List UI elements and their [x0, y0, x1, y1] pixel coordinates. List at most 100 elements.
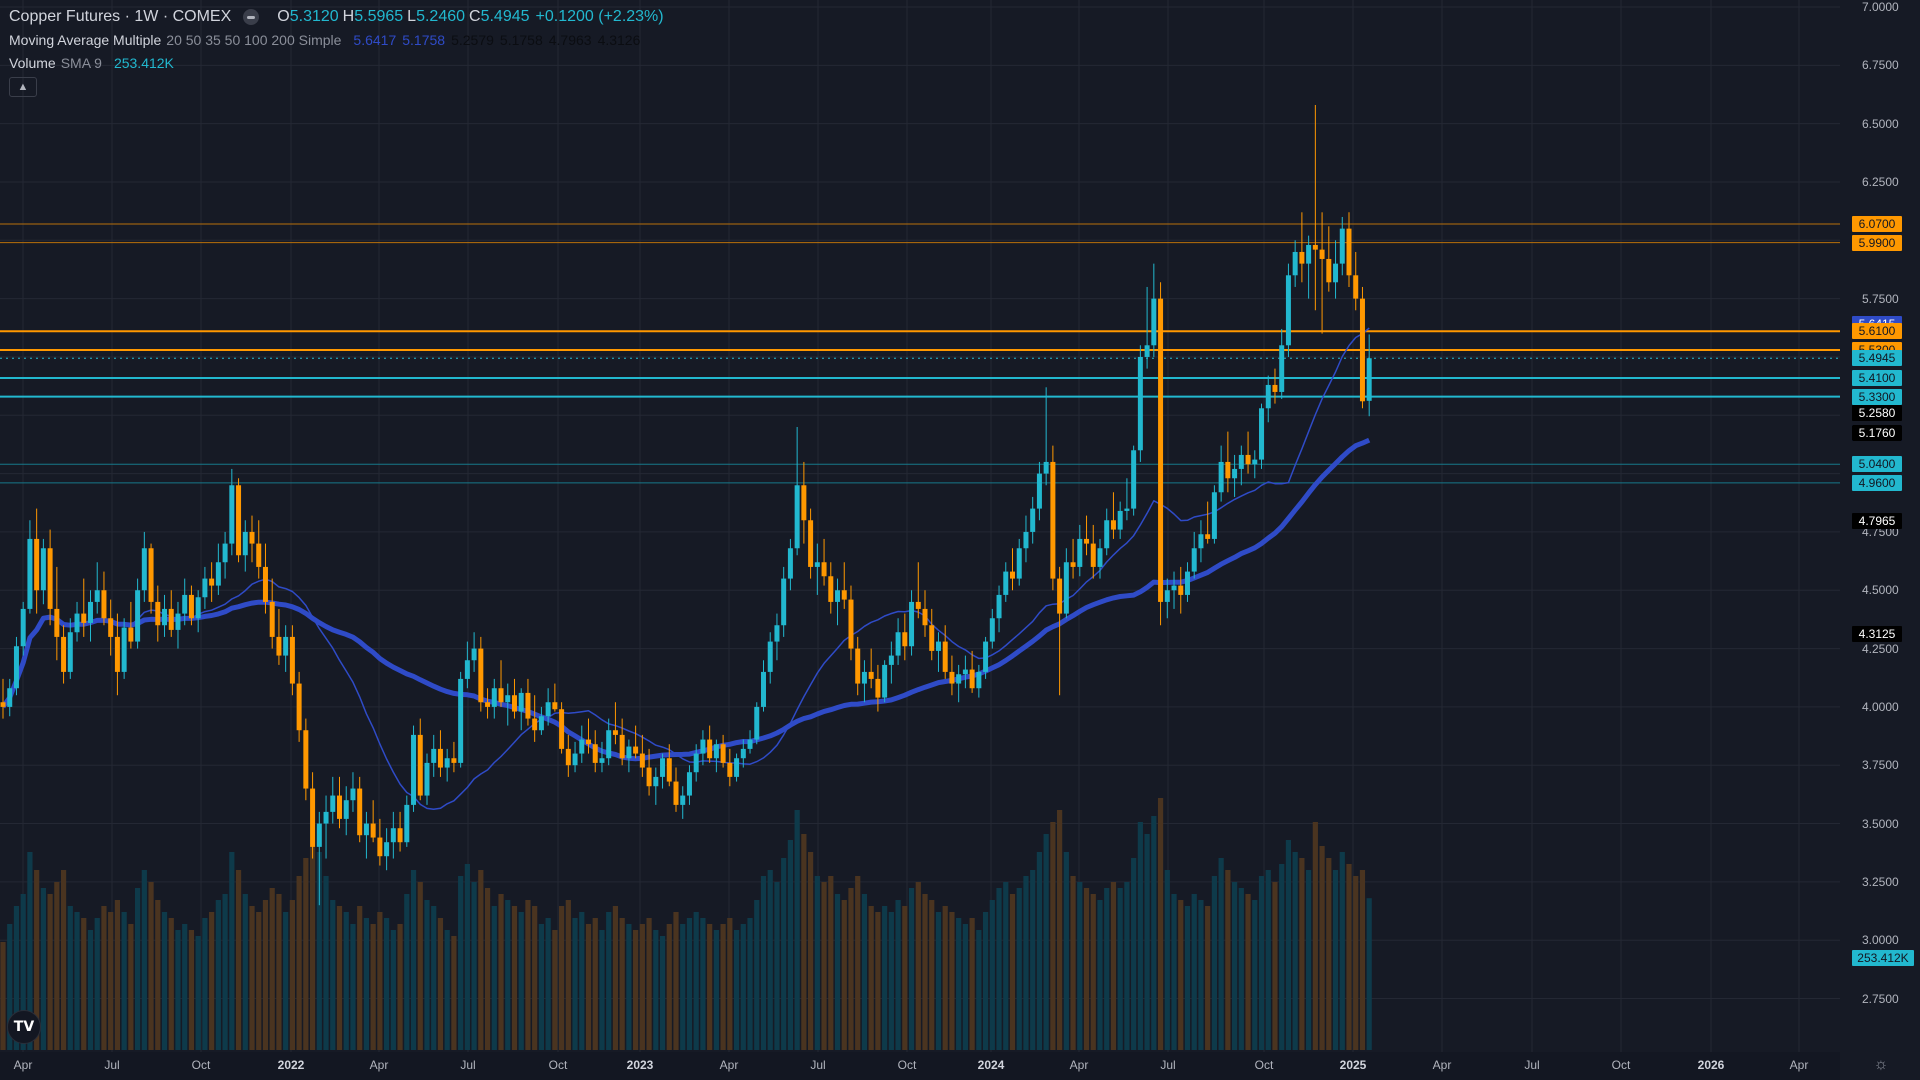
candle-body [303, 730, 309, 789]
volume-bar [565, 900, 571, 1050]
candle-body [888, 655, 894, 665]
volume-bar [1110, 882, 1117, 1050]
volume-bar [215, 900, 221, 1050]
candle-body [1050, 461, 1056, 579]
candle-body [1178, 585, 1184, 595]
time-tick-label: 2023 [626, 1058, 654, 1072]
volume-bar [808, 852, 814, 1050]
candle-body [269, 601, 275, 637]
volume-bar [108, 912, 114, 1050]
volume-bar [855, 876, 861, 1050]
candle-body [895, 632, 901, 656]
candle-body [505, 695, 511, 703]
price-axis-badge: 5.1760 [1852, 424, 1902, 441]
volume-bar [1157, 798, 1164, 1050]
candle-body [1117, 510, 1123, 530]
candle-body [1326, 258, 1332, 283]
volume-bar [1003, 882, 1009, 1050]
candle-body [754, 706, 760, 740]
candle-body [760, 671, 766, 707]
candle-body [404, 804, 410, 843]
candle-body [128, 627, 134, 642]
ma-value: 5.1758 [402, 32, 446, 48]
volume-bar [1070, 876, 1076, 1050]
volume-bar [1104, 888, 1110, 1050]
candle-body [1158, 298, 1164, 602]
candle-body [612, 730, 618, 735]
candle-body [734, 758, 740, 777]
volume-bar [707, 924, 713, 1050]
volume-bar [1023, 876, 1029, 1050]
market-status-icon[interactable] [243, 9, 260, 25]
volume-bar [148, 882, 154, 1050]
volume-bar [256, 912, 262, 1050]
candle-body [976, 671, 982, 689]
candle-body [13, 646, 19, 689]
candle-body [1339, 228, 1345, 264]
volume-bar [1144, 834, 1150, 1050]
ma-indicator-params: 20 50 35 50 100 200 Simple [166, 32, 342, 48]
ma-indicator-name[interactable]: Moving Average Multiple [9, 32, 162, 48]
price-tick-label: 3.7500 [1862, 758, 1899, 773]
volume-bar [87, 930, 94, 1050]
price-chart[interactable] [0, 0, 1840, 1052]
volume-bar [1265, 870, 1271, 1050]
volume-bar [1306, 870, 1312, 1050]
tradingview-logo-icon[interactable]: TV [7, 1010, 41, 1044]
volume-bar [585, 924, 592, 1050]
candle-body [54, 608, 60, 637]
candle-body [464, 660, 470, 679]
volume-bar [229, 852, 235, 1050]
candle-body [155, 601, 161, 626]
volume-bar [7, 924, 13, 1050]
symbol-title[interactable]: Copper Futures · 1W · COMEX [9, 8, 232, 25]
volume-bar [653, 930, 659, 1050]
candle-body [411, 734, 417, 805]
volume-bar [538, 924, 544, 1050]
gear-icon[interactable]: ☼ [1873, 1056, 1889, 1073]
candle-body [1110, 520, 1116, 530]
ma-indicator-row[interactable]: Moving Average Multiple 20 50 35 50 100 … [9, 31, 664, 49]
candle-body [1043, 461, 1049, 474]
price-tick-label: 5.7500 [1862, 291, 1899, 306]
candle-body [848, 599, 854, 649]
candle-body [814, 562, 820, 567]
volume-bar [680, 924, 686, 1050]
candle-body [215, 562, 221, 586]
volume-bar [168, 918, 174, 1050]
candle-body [1144, 345, 1150, 357]
collapse-legend-button[interactable]: ▲ [9, 77, 37, 97]
candle-body [323, 811, 329, 824]
candle-body [229, 485, 235, 544]
candle-body [175, 613, 181, 630]
volume-bar [1339, 852, 1345, 1050]
candle-body [94, 590, 100, 602]
volume-bar [1043, 834, 1049, 1050]
volume-bar [397, 924, 403, 1050]
price-axis[interactable]: 7.0000 6.7500 6.5000 6.2500 5.7500 4.7500 4.50… [1840, 0, 1920, 1050]
volume-bar [1346, 864, 1352, 1050]
volume-indicator-name[interactable]: Volume [9, 55, 56, 71]
volume-bar [1036, 852, 1043, 1050]
candle-body [633, 746, 639, 754]
volume-bar [491, 906, 497, 1050]
volume-indicator-value: 253.412K [113, 55, 174, 71]
volume-bar [639, 924, 645, 1050]
volume-indicator-row[interactable]: Volume SMA 9 253.412K [9, 54, 664, 72]
volume-bar [969, 918, 975, 1050]
volume-indicator-params: SMA 9 [60, 55, 102, 71]
candle-body [559, 709, 565, 749]
candle-body [182, 594, 188, 614]
price-axis-badge: 5.4100 [1852, 369, 1902, 386]
candle-body [855, 648, 861, 684]
price-tick-label: 3.2500 [1862, 874, 1899, 889]
candle-body [343, 800, 349, 819]
time-axis[interactable]: Apr Jul Oct 2022 Apr Jul Oct 2023 Apr Jul Oct 2024 A… [0, 1052, 1840, 1080]
price-tick-label: 4.0000 [1862, 699, 1899, 714]
volume-bar [444, 930, 450, 1050]
volume-bar [518, 912, 524, 1050]
candle-body [310, 788, 316, 847]
candle-body [572, 753, 578, 766]
volume-bar [767, 870, 773, 1050]
volume-bar [478, 870, 484, 1050]
